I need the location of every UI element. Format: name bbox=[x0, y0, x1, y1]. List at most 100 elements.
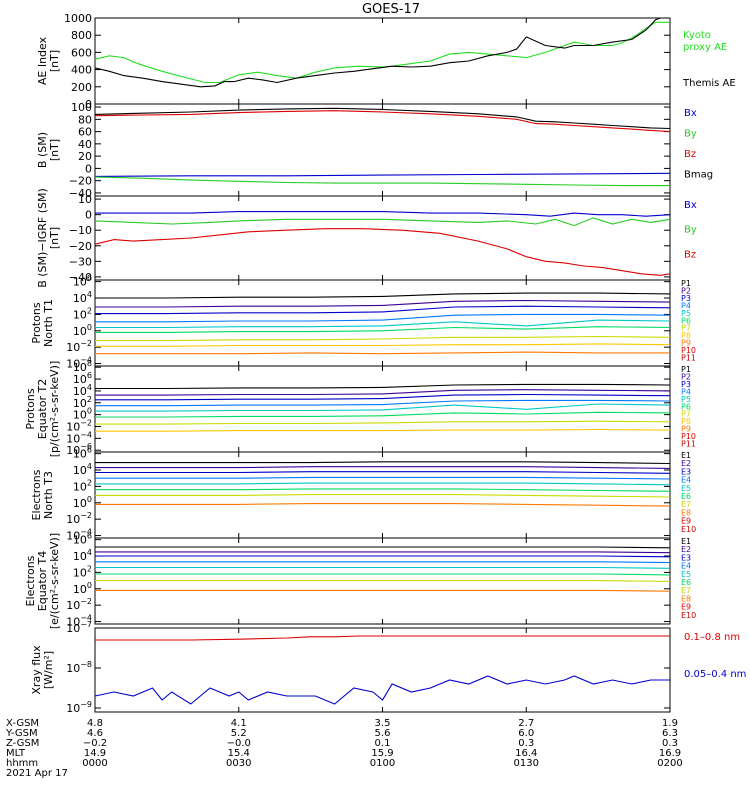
legend-entry: Bx bbox=[684, 200, 697, 211]
channel-legend-e7: E7 bbox=[681, 586, 691, 595]
y-tick-label: 0 bbox=[85, 162, 92, 175]
channel-legend-p9: P9 bbox=[681, 339, 691, 348]
x-tick-value: 5.2 bbox=[231, 728, 247, 739]
channel-line bbox=[95, 305, 671, 315]
y-tick-label: 104 bbox=[73, 290, 92, 305]
date-label: 2021 Apr 17 bbox=[6, 768, 68, 779]
channel-legend-e9: E9 bbox=[681, 603, 691, 612]
x-tick-value: 4.6 bbox=[87, 728, 103, 739]
x-tick-value: −0.2 bbox=[83, 738, 107, 749]
channel-legend-e9: E9 bbox=[681, 517, 691, 526]
y-tick-label: 40 bbox=[78, 138, 92, 151]
series-line bbox=[94, 110, 671, 133]
x-tick-value: 0200 bbox=[657, 758, 682, 769]
series-line bbox=[95, 211, 671, 217]
channel-legend-p7: P7 bbox=[681, 324, 691, 333]
channel-legend-p3: P3 bbox=[681, 380, 691, 389]
channel-legend-e4: E4 bbox=[681, 476, 691, 485]
channel-legend-e5: E5 bbox=[681, 570, 691, 579]
channel-legend-p8: P8 bbox=[681, 417, 691, 426]
channel-legend-e1: E1 bbox=[681, 537, 691, 546]
y-axis-label: Xray flux bbox=[30, 645, 43, 695]
y-tick-label: 10−2 bbox=[66, 339, 92, 354]
channel-legend-p4: P4 bbox=[681, 301, 691, 310]
x-tick-value: 16.4 bbox=[515, 748, 537, 759]
channel-legend-e8: E8 bbox=[681, 508, 691, 517]
series-line bbox=[94, 107, 671, 130]
y-axis-label: Protons bbox=[24, 388, 37, 429]
y-tick-label: 10−4 bbox=[66, 528, 92, 543]
channel-line bbox=[95, 389, 671, 396]
channel-legend-p5: P5 bbox=[681, 309, 691, 318]
channel-legend-e10: E10 bbox=[681, 525, 696, 534]
x-tick-value: 0100 bbox=[370, 758, 395, 769]
y-tick-label: 80 bbox=[78, 113, 92, 126]
channel-line bbox=[95, 292, 671, 299]
y-tick-label: 10−6 bbox=[66, 442, 92, 457]
series-line bbox=[94, 228, 671, 276]
y-axis-label: Equator T2 bbox=[36, 379, 49, 439]
channel-line bbox=[95, 411, 671, 418]
y-tick-label: 106 bbox=[73, 371, 92, 386]
y-tick-label: 10−7 bbox=[66, 620, 92, 635]
legend-entry: Bz bbox=[684, 149, 696, 160]
legend-entry: 0.1–0.8 nm bbox=[684, 632, 740, 643]
y-axis-label: [e/(cm²-s-sr-keV)] bbox=[48, 533, 61, 629]
series-line bbox=[94, 17, 670, 88]
y-axis-label: [p/(cm²-s-sr-keV)] bbox=[48, 361, 61, 458]
y-tick-label: −30 bbox=[69, 255, 92, 268]
channel-line bbox=[95, 420, 671, 425]
series-line bbox=[94, 21, 670, 84]
legend-entry: Bx bbox=[684, 108, 697, 119]
y-axis-label: [W/m²] bbox=[42, 651, 55, 689]
series-line bbox=[95, 635, 670, 641]
channel-legend-p6: P6 bbox=[681, 316, 691, 325]
channel-line bbox=[95, 476, 671, 480]
channel-line bbox=[95, 573, 671, 576]
x-tick-value: 14.9 bbox=[84, 748, 106, 759]
channel-legend-e6: E6 bbox=[681, 492, 691, 501]
legend-entry: Bmag bbox=[684, 170, 713, 181]
channel-legend-e2: E2 bbox=[681, 459, 691, 468]
y-tick-label: 104 bbox=[73, 462, 92, 477]
panel-8: 10−7 10−8 10−9 Xray flux [W/m²] 0.1–0.8 nm 0.0… bbox=[30, 620, 746, 715]
y-tick-label: 10−2 bbox=[66, 597, 92, 612]
y-tick-label: 104 bbox=[73, 548, 92, 563]
y-tick-label: 60 bbox=[78, 126, 92, 139]
y-axis-label: North T3 bbox=[42, 471, 55, 519]
channel-legend-p3: P3 bbox=[681, 294, 691, 303]
channel-line bbox=[95, 326, 671, 333]
y-tick-label: −20 bbox=[69, 240, 92, 253]
legend-entry: By bbox=[684, 225, 697, 236]
channel-line bbox=[95, 403, 671, 412]
series-line bbox=[94, 172, 671, 177]
x-tick-value: 2.7 bbox=[518, 718, 534, 729]
channel-line bbox=[95, 383, 671, 390]
x-tick-value: 0.3 bbox=[518, 738, 534, 749]
y-axis-label: Electrons bbox=[24, 555, 37, 606]
channel-legend-p6: P6 bbox=[681, 402, 691, 411]
y-axis-label: AE Index bbox=[36, 36, 49, 85]
legend-entry: proxy AE bbox=[683, 42, 727, 53]
channel-line bbox=[95, 494, 671, 498]
y-tick-label: 1000 bbox=[64, 12, 92, 25]
channel-line bbox=[95, 351, 670, 355]
y-tick-label: 100 bbox=[73, 323, 92, 338]
x-tick-value: 16.9 bbox=[659, 748, 681, 759]
channel-line bbox=[95, 319, 671, 329]
y-axis-label: [nT] bbox=[48, 139, 61, 161]
y-tick-label: −40 bbox=[69, 187, 92, 200]
channel-line bbox=[95, 503, 671, 507]
y-tick-label: 106 bbox=[73, 532, 92, 547]
x-row-label: hhmm bbox=[6, 758, 38, 769]
y-tick-label: 102 bbox=[73, 395, 92, 410]
channel-legend-p11: P11 bbox=[681, 354, 696, 363]
channel-legend-p5: P5 bbox=[681, 395, 691, 404]
y-axis-label: Electrons bbox=[30, 469, 43, 520]
legend-entry: Kyoto bbox=[683, 30, 711, 41]
channel-legend-p2: P2 bbox=[681, 286, 691, 295]
channel-legend-e5: E5 bbox=[681, 484, 691, 493]
x-row-label: Y-GSM bbox=[5, 728, 38, 739]
y-tick-label: 108 bbox=[73, 359, 92, 374]
